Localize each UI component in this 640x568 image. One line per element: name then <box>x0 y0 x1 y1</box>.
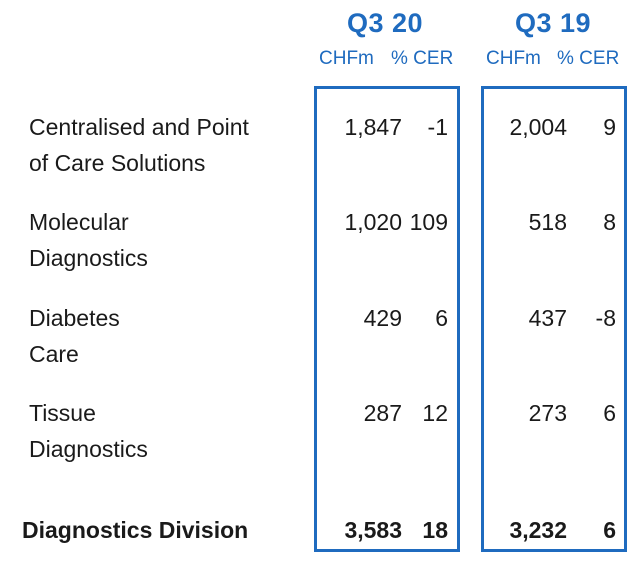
dc-q3-19-chfm: 437 <box>528 305 567 331</box>
td-q3-20-chfm: 287 <box>363 400 402 426</box>
total-q3-19-cer: 6 <box>603 517 616 543</box>
md-q3-20-chfm: 1,020 <box>344 209 402 235</box>
row-label-td-line1: Tissue <box>29 400 96 426</box>
md-q3-19-chfm: 518 <box>528 209 567 235</box>
cps-q3-19-chfm: 2,004 <box>509 114 567 140</box>
row-label-cps-line2: of Care Solutions <box>29 150 206 176</box>
dc-q3-20-chfm: 429 <box>363 305 402 331</box>
md-q3-20-cer: 109 <box>409 209 448 235</box>
total-q3-20-chfm: 3,583 <box>344 517 402 543</box>
period-title-q3-20: Q3 20 <box>346 8 424 38</box>
md-q3-19-cer: 8 <box>603 209 616 235</box>
row-label-td-line2: Diagnostics <box>29 436 148 462</box>
td-q3-20-cer: 12 <box>422 400 448 426</box>
period-title-q3-19: Q3 19 <box>514 8 592 38</box>
cps-q3-19-cer: 9 <box>603 114 616 140</box>
dc-q3-20-cer: 6 <box>435 305 448 331</box>
total-q3-20-cer: 18 <box>422 517 448 543</box>
unit-label-cer-q3-20: % CER <box>391 48 454 69</box>
td-q3-19-chfm: 273 <box>528 400 567 426</box>
row-label-dc-line2: Care <box>29 341 79 367</box>
row-label-cps-line1: Centralised and Point <box>29 114 249 140</box>
total-q3-19-chfm: 3,232 <box>509 517 567 543</box>
row-label-dc-line1: Diabetes <box>29 305 120 331</box>
row-label-md-line1: Molecular <box>29 209 129 235</box>
cps-q3-20-chfm: 1,847 <box>344 114 402 140</box>
td-q3-19-cer: 6 <box>603 400 616 426</box>
column-box-q3-20 <box>314 86 460 552</box>
dc-q3-19-cer: -8 <box>595 305 616 331</box>
row-label-md-line2: Diagnostics <box>29 245 148 271</box>
unit-label-cer-q3-19: % CER <box>557 48 620 69</box>
cps-q3-20-cer: -1 <box>427 114 448 140</box>
unit-label-chfm-q3-20: CHFm <box>319 48 374 69</box>
unit-label-chfm-q3-19: CHFm <box>486 48 541 69</box>
total-label: Diagnostics Division <box>22 517 249 543</box>
column-box-q3-19 <box>481 86 627 552</box>
